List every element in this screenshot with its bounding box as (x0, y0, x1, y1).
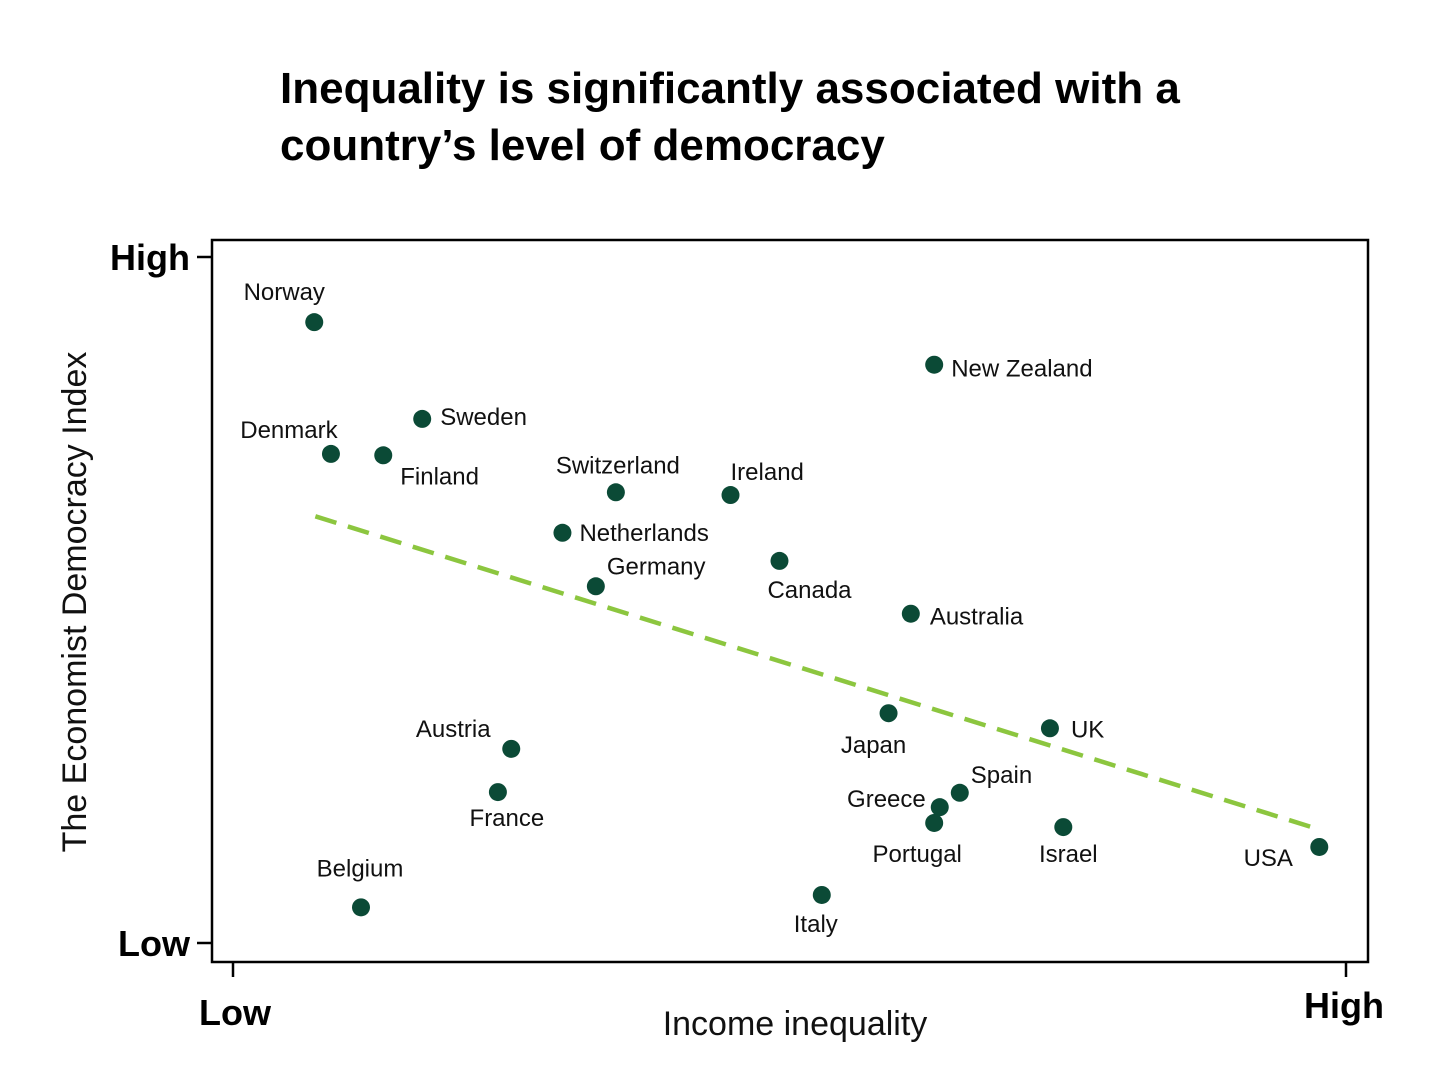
point-label-france: France (470, 805, 545, 832)
y-axis-label: The Economist Democracy Index (56, 352, 94, 853)
point-new-zealand (925, 355, 944, 374)
point-finland (374, 446, 393, 465)
trend-line (314, 514, 1322, 832)
point-label-norway: Norway (244, 279, 325, 306)
point-usa (1310, 837, 1329, 856)
point-portugal (925, 813, 944, 832)
point-label-canada: Canada (767, 577, 852, 604)
point-label-belgium: Belgium (317, 855, 404, 882)
point-germany (586, 577, 605, 596)
plot-frame (210, 238, 1370, 964)
point-norway (305, 313, 324, 332)
point-label-israel: Israel (1039, 841, 1098, 868)
point-label-japan: Japan (841, 732, 906, 759)
point-label-usa: USA (1244, 845, 1293, 872)
point-austria (502, 739, 521, 758)
point-belgium (351, 898, 370, 917)
point-label-finland: Finland (400, 463, 479, 490)
point-label-switzerland: Switzerland (556, 452, 680, 479)
point-label-ireland: Ireland (731, 459, 804, 486)
points-layer: Norway Denmark Finland Sweden Switzerland Ire… (240, 279, 1329, 938)
point-netherlands (553, 523, 572, 542)
point-greece (930, 798, 949, 817)
point-label-italy: Italy (794, 911, 838, 938)
x-tick-label-low: Low (199, 992, 272, 1033)
point-label-netherlands: Netherlands (579, 520, 708, 547)
point-france (488, 783, 507, 802)
y-tick-label-low: Low (118, 923, 191, 964)
point-label-australia: Australia (930, 604, 1024, 631)
point-label-denmark: Denmark (240, 417, 338, 444)
point-australia (901, 604, 920, 623)
point-label-greece: Greece (847, 786, 926, 813)
point-switzerland (606, 483, 625, 502)
point-label-austria: Austria (416, 716, 491, 743)
point-denmark (321, 444, 340, 463)
x-axis-label: Income inequality (663, 1005, 928, 1043)
point-label-spain: Spain (971, 762, 1032, 789)
x-tick-label-high: High (1304, 985, 1384, 1026)
point-canada (770, 551, 789, 570)
point-ireland (721, 486, 740, 505)
point-sweden (413, 409, 432, 428)
point-uk (1040, 719, 1059, 738)
point-israel (1054, 818, 1073, 837)
point-label-uk: UK (1071, 716, 1104, 743)
point-label-portugal: Portugal (872, 841, 961, 868)
point-japan (879, 704, 898, 723)
point-label-new-zealand: New Zealand (951, 356, 1092, 383)
point-spain (950, 783, 969, 802)
point-italy (812, 885, 831, 904)
trend-layer (314, 514, 1322, 832)
chart-title-line-2: country’s level of democracy (280, 121, 885, 170)
point-label-germany: Germany (607, 553, 706, 580)
point-label-sweden: Sweden (440, 404, 527, 431)
chart-title-line-1: Inequality is significantly associated w… (280, 64, 1180, 113)
y-tick-label-high: High (110, 237, 190, 278)
